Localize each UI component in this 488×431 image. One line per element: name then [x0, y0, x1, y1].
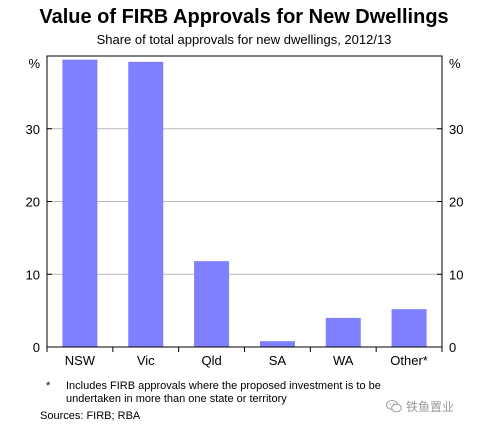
bar-sa — [259, 341, 295, 347]
sources-note: Sources: FIRB; RBA — [40, 410, 141, 422]
x-tick-label: Qld — [201, 353, 221, 368]
x-tick-label: Other* — [390, 353, 428, 368]
watermark: 铁鱼置业 — [386, 398, 454, 415]
y-tick-label-left: 0 — [33, 340, 40, 355]
bar-nsw — [62, 59, 98, 347]
bar-chart: NSW Vic Qld SA WA Other* 0 0 10 10 20 20 30 30%% — [26, 55, 463, 368]
y-tick-label-left: 10 — [26, 267, 40, 282]
bar-qld — [194, 261, 230, 347]
x-tick-label: Vic — [137, 353, 155, 368]
chart-title: Value of FIRB Approvals for New Dwelling… — [39, 6, 449, 28]
wechat-icon — [386, 400, 402, 413]
chart-subtitle: Share of total approvals for new dwellin… — [96, 32, 392, 47]
y-tick-label-right: 10 — [449, 267, 463, 282]
watermark-text: 铁鱼置业 — [406, 400, 455, 414]
x-tick-label: NSW — [65, 353, 96, 368]
bar-vic — [128, 61, 164, 347]
y-tick-label-right: 20 — [449, 195, 463, 210]
bar-wa — [325, 317, 361, 347]
footnote-mark: * — [46, 380, 51, 392]
bar-other — [391, 309, 427, 347]
y-unit-left: % — [28, 56, 40, 71]
footnote-text: Includes FIRB approvals where the propos… — [66, 380, 381, 405]
x-tick-label: WA — [333, 353, 354, 368]
y-tick-label-left: 20 — [26, 195, 40, 210]
y-tick-label-left: 30 — [26, 122, 40, 137]
y-tick-label-right: 30 — [449, 122, 463, 137]
x-tick-label: SA — [269, 353, 287, 368]
y-unit-right: % — [449, 56, 461, 71]
y-tick-label-right: 0 — [449, 340, 456, 355]
